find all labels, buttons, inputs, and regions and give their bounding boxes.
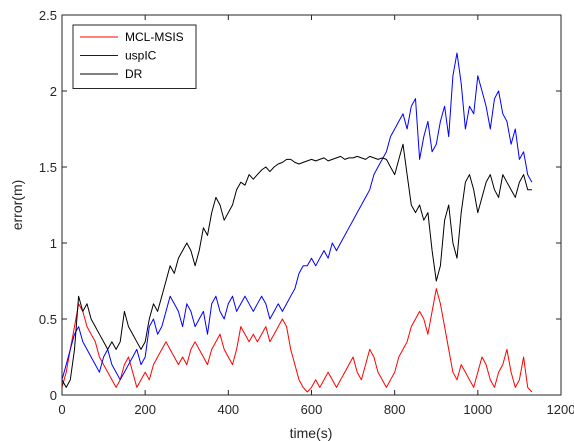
legend-box: [72, 24, 197, 89]
y-axis-title: error(m): [9, 180, 25, 231]
x-axis: 0 200 400 600 800 1000 1200: [58, 15, 574, 417]
y-tick-label: 0: [50, 388, 57, 403]
series-line-1: [61, 288, 533, 393]
y-axis: 0 0.5 1 1.5 2 2.5: [39, 8, 561, 403]
y-tick-label: 0.5: [39, 312, 57, 327]
y-tick-label: 2.5: [39, 8, 57, 23]
y-tick-label: 2: [50, 84, 57, 99]
y-tick-label: 1.5: [39, 160, 57, 175]
x-tick-label: 0: [58, 402, 65, 417]
plot-area: [61, 52, 533, 393]
x-axis-title: time(s): [290, 425, 333, 441]
x-tick-label: 200: [134, 402, 156, 417]
series-line-3: [61, 143, 532, 388]
series-line-2: [61, 52, 533, 381]
x-tick-label: 1200: [547, 402, 574, 417]
x-tick-label: 1000: [463, 402, 492, 417]
x-tick-label: 800: [384, 402, 406, 417]
legend-label: DR: [125, 67, 143, 81]
legend-label: MCL-MSIS: [125, 30, 184, 44]
x-tick-label: 600: [301, 402, 323, 417]
y-tick-label: 1: [50, 236, 57, 251]
legend-label: uspIC: [125, 49, 157, 63]
legend: MCL-MSIS uspIC DR: [72, 24, 197, 89]
x-tick-label: 400: [217, 402, 239, 417]
